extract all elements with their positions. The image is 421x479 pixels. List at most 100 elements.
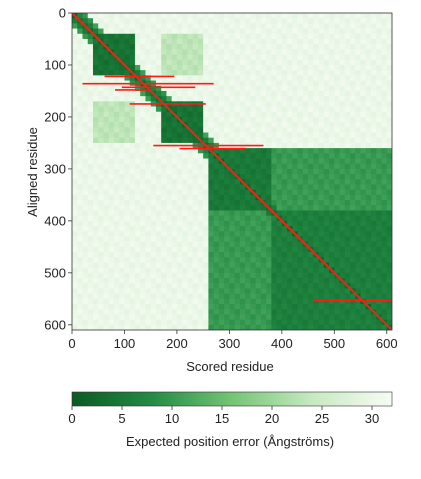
- heatmap-cell: [176, 18, 183, 24]
- heatmap-cell: [218, 132, 225, 139]
- heatmap-cell: [82, 158, 89, 165]
- heatmap-cell: [287, 64, 293, 71]
- heatmap-cell: [150, 236, 157, 243]
- heatmap-cell: [72, 252, 78, 258]
- heatmap-cell: [260, 267, 267, 274]
- heatmap-cell: [313, 267, 320, 274]
- heatmap-cell: [281, 174, 288, 180]
- heatmap-cell: [329, 163, 335, 170]
- heatmap-cell: [145, 309, 152, 316]
- heatmap-cell: [140, 64, 147, 71]
- heatmap-cell: [344, 28, 351, 35]
- heatmap-cell: [371, 257, 377, 264]
- heatmap-cell: [213, 179, 220, 186]
- heatmap-cell: [344, 163, 351, 170]
- heatmap-cell: [98, 44, 105, 50]
- heatmap-cell: [108, 163, 115, 170]
- heatmap-cell: [171, 314, 178, 321]
- heatmap-cell: [145, 283, 152, 290]
- heatmap-cell: [182, 194, 189, 201]
- heatmap-cell: [208, 158, 215, 165]
- heatmap-cell: [92, 215, 99, 222]
- heatmap-cell: [224, 116, 230, 123]
- heatmap-cell: [381, 132, 388, 139]
- heatmap-cell: [239, 220, 246, 227]
- heatmap-cell: [134, 210, 141, 217]
- heatmap-cell: [103, 38, 110, 45]
- heatmap-cell: [140, 241, 147, 248]
- heatmap-cell: [150, 28, 157, 35]
- heatmap-cell: [371, 44, 377, 50]
- heatmap-frame: [71, 12, 393, 331]
- heatmap-cell: [124, 283, 131, 290]
- heatmap-cell: [318, 132, 325, 139]
- heatmap-cell: [229, 49, 236, 56]
- heatmap-cell: [229, 75, 236, 82]
- heatmap-cell: [87, 298, 94, 305]
- heatmap-cell: [308, 70, 314, 76]
- heatmap-cell: [166, 226, 173, 232]
- heatmap-cell: [302, 142, 309, 149]
- heatmap-cell: [297, 122, 304, 128]
- heatmap-cell: [72, 267, 78, 274]
- heatmap-cell: [119, 163, 126, 170]
- heatmap-cell: [82, 309, 89, 316]
- heatmap-cell: [323, 194, 330, 201]
- heatmap-cell: [329, 314, 335, 321]
- heatmap-cell: [182, 189, 189, 196]
- heatmap-cell: [197, 220, 204, 227]
- heatmap-cell: [234, 111, 241, 118]
- heatmap-cell: [350, 127, 356, 134]
- heatmap-cell: [323, 163, 330, 170]
- heatmap-cell: [113, 226, 120, 232]
- heatmap-cell: [213, 278, 220, 284]
- heatmap-cell: [203, 252, 209, 258]
- heatmap-cell: [72, 106, 78, 113]
- heatmap-cell: [108, 54, 115, 61]
- heatmap-cell: [281, 28, 288, 35]
- heatmap-cell: [77, 28, 84, 35]
- heatmap-cell: [155, 64, 162, 71]
- heatmap-cell: [72, 75, 78, 82]
- heatmap-cell: [287, 106, 293, 113]
- heatmap-cell: [187, 210, 194, 217]
- heatmap-cell: [245, 23, 251, 30]
- heatmap-cell: [313, 231, 320, 238]
- heatmap-cell: [72, 278, 78, 284]
- heatmap-cell: [245, 189, 251, 196]
- colorbar-tick-label: 10: [165, 411, 179, 426]
- heatmap-cell: [260, 288, 267, 295]
- heatmap-cell: [344, 122, 351, 128]
- heatmap-cell: [124, 246, 131, 253]
- heatmap-cell: [276, 226, 283, 232]
- heatmap-cell: [176, 272, 183, 279]
- heatmap-cell: [245, 70, 251, 76]
- heatmap-cell: [376, 220, 383, 227]
- heatmap-cell: [187, 70, 194, 76]
- heatmap-cell: [292, 122, 299, 128]
- heatmap-cell: [365, 288, 372, 295]
- heatmap-cell: [150, 132, 157, 139]
- heatmap-cell: [224, 90, 230, 97]
- heatmap-cell: [113, 85, 120, 92]
- heatmap-cell: [260, 174, 267, 180]
- heatmap-cell: [119, 174, 126, 180]
- heatmap-cell: [250, 106, 257, 113]
- heatmap-cell: [271, 80, 278, 87]
- heatmap-cell: [187, 272, 194, 279]
- heatmap-cell: [87, 205, 94, 212]
- heatmap-cell: [334, 200, 341, 206]
- heatmap-cell: [365, 267, 372, 274]
- heatmap-cell: [77, 246, 84, 253]
- heatmap-cell: [239, 226, 246, 232]
- heatmap-cell: [72, 33, 78, 40]
- heatmap-cell: [360, 314, 367, 321]
- heatmap-cell: [134, 257, 141, 264]
- heatmap-cell: [229, 163, 236, 170]
- heatmap-cell: [155, 210, 162, 217]
- heatmap-cell: [234, 324, 241, 330]
- heatmap-cell: [339, 106, 346, 113]
- heatmap-cell: [344, 137, 351, 144]
- heatmap-cell: [255, 288, 262, 295]
- heatmap-cell: [77, 184, 84, 191]
